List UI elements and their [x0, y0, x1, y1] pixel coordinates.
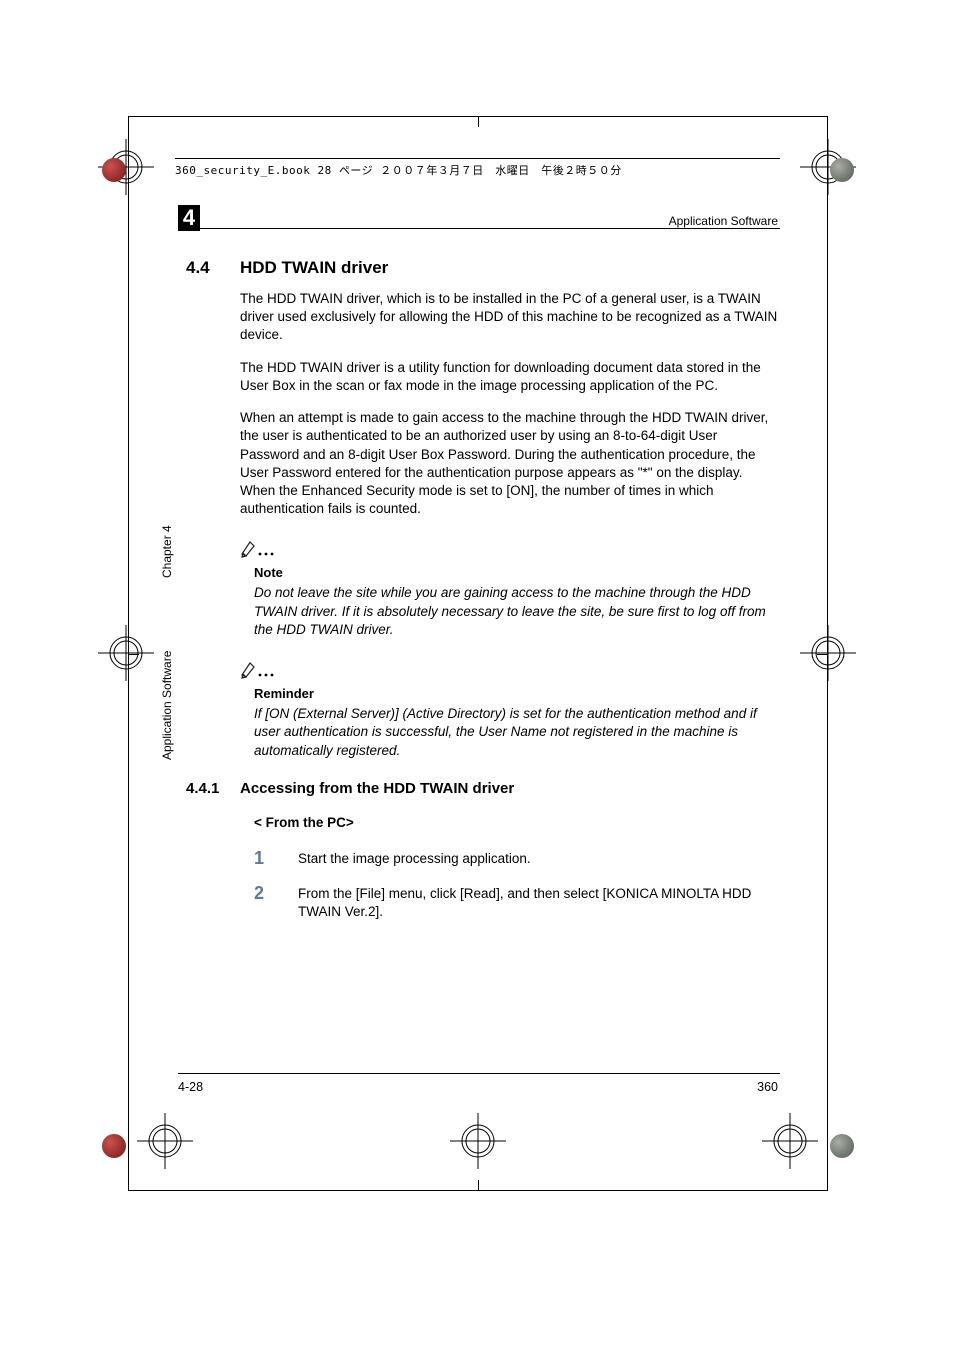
- subsection-number: 4.4.1: [186, 780, 240, 797]
- ball-bot-right: [830, 1134, 854, 1158]
- reminder-icon: [240, 661, 780, 684]
- running-head: Application Software: [669, 214, 778, 228]
- subsection-heading: 4.4.1Accessing from the HDD TWAIN driver: [186, 780, 780, 797]
- note-icon: [240, 540, 780, 563]
- regmark-mid-right: [800, 625, 856, 681]
- step-1-number: 1: [254, 848, 298, 869]
- step-2: 2 From the [File] menu, click [Read], an…: [254, 883, 780, 921]
- ball-top-left: [102, 158, 126, 182]
- step-1: 1 Start the image processing application…: [254, 848, 780, 869]
- section-number: 4.4: [186, 258, 240, 278]
- step-2-text: From the [File] menu, click [Read], and …: [298, 883, 780, 921]
- ball-bot-left: [102, 1134, 126, 1158]
- side-chapter-label: Chapter 4: [160, 525, 174, 578]
- reminder-body: If [ON (External Server)] (Active Direct…: [254, 705, 780, 760]
- from-pc-heading: < From the PC>: [254, 815, 780, 830]
- regmark-bot-right: [762, 1113, 818, 1169]
- footer-page-number: 4-28: [178, 1080, 203, 1094]
- chapter-number-badge: 4: [178, 205, 200, 231]
- paragraph-1: The HDD TWAIN driver, which is to be ins…: [240, 290, 780, 345]
- chapter-rule: [200, 228, 780, 229]
- regmark-bot-left: [137, 1113, 193, 1169]
- subsection-title: Accessing from the HDD TWAIN driver: [240, 780, 514, 797]
- bar-top-left: [128, 166, 129, 190]
- regmark-bot-center: [450, 1113, 506, 1169]
- content-area: 4.4HDD TWAIN driver The HDD TWAIN driver…: [186, 258, 780, 935]
- step-2-number: 2: [254, 883, 298, 921]
- section-heading: 4.4HDD TWAIN driver: [186, 258, 780, 278]
- bar-bot-left: [128, 1120, 129, 1144]
- footer-rule: [178, 1073, 780, 1074]
- note-heading: Note: [254, 565, 780, 580]
- section-title: HDD TWAIN driver: [240, 258, 388, 277]
- step-1-text: Start the image processing application.: [298, 848, 531, 869]
- reminder-heading: Reminder: [254, 686, 780, 701]
- side-section-label: Application Software: [160, 651, 174, 760]
- regmark-mid-left: [98, 625, 154, 681]
- paragraph-2: The HDD TWAIN driver is a utility functi…: [240, 359, 780, 395]
- note-body: Do not leave the site while you are gain…: [254, 584, 780, 639]
- book-header-text: 360_security_E.book 28 ページ ２００７年３月７日 水曜日…: [175, 162, 622, 178]
- paragraph-3: When an attempt is made to gain access t…: [240, 409, 780, 518]
- footer-model: 360: [757, 1080, 778, 1094]
- header-top-rule: [175, 158, 780, 159]
- ball-top-right: [830, 158, 854, 182]
